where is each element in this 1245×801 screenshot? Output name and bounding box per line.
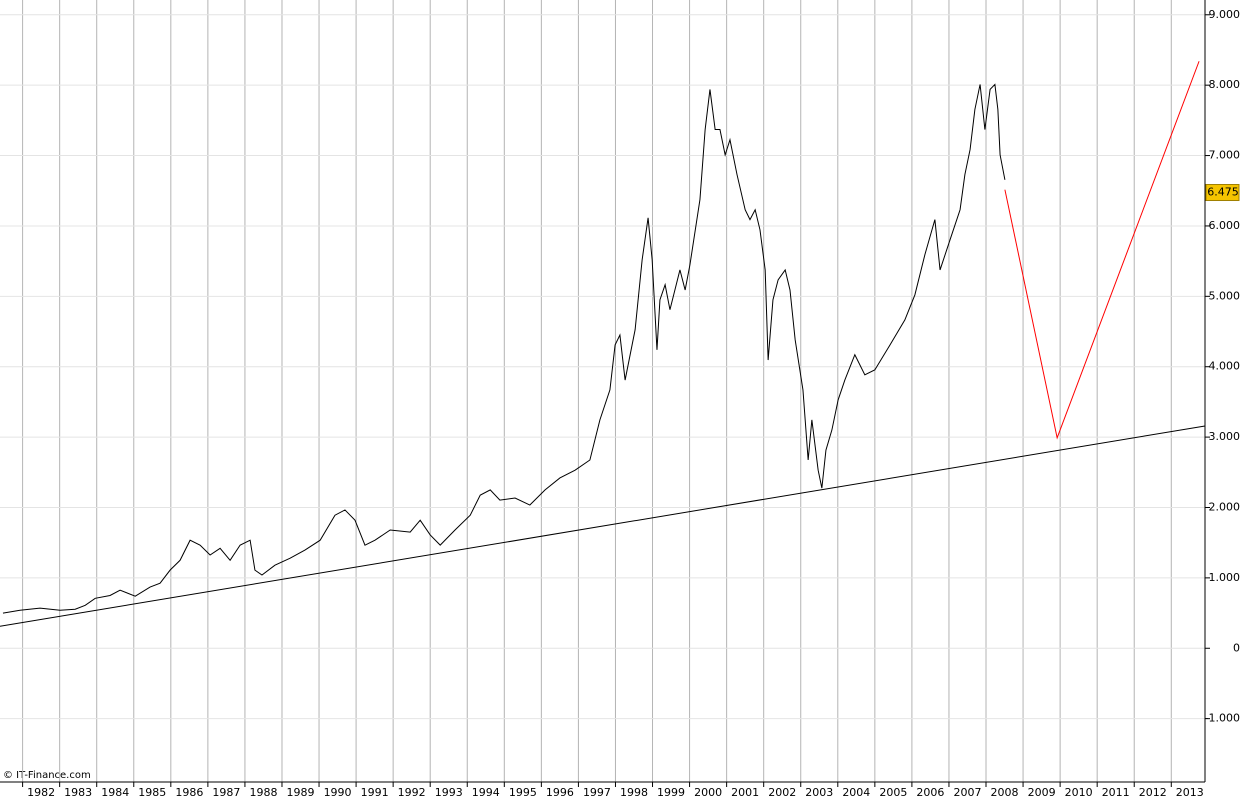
x-tick-label: 2006: [916, 786, 944, 799]
y-tick-label: 8.000: [1209, 78, 1241, 91]
x-tick-label: 1983: [64, 786, 92, 799]
x-tick-label: 1995: [509, 786, 537, 799]
x-tick-label: 2013: [1176, 786, 1204, 799]
last-price-label: 6.475: [1207, 186, 1239, 199]
x-tick-label: 1987: [212, 786, 240, 799]
price-line: [0, 425, 1206, 627]
watermark: © IT-Finance.com: [3, 770, 91, 781]
x-tick-label: 1991: [361, 786, 389, 799]
x-tick-label: 2005: [879, 786, 907, 799]
y-tick-label: -1.000: [1205, 712, 1240, 725]
y-tick-label: 3.000: [1209, 430, 1241, 443]
last-price-tag: [1205, 184, 1240, 202]
x-tick-label: 1996: [546, 786, 574, 799]
x-tick-label: 2001: [731, 786, 759, 799]
x-tick-label: 1999: [657, 786, 685, 799]
x-tick-label: 1985: [138, 786, 166, 799]
x-tick-label: 2011: [1102, 786, 1130, 799]
x-tick-label: 1990: [324, 786, 352, 799]
price-line: [1004, 61, 1200, 440]
x-tick-label: 2002: [768, 786, 796, 799]
x-tick-label: 1998: [620, 786, 648, 799]
x-tick-label: 1992: [398, 786, 426, 799]
x-tick-label: 2012: [1139, 786, 1167, 799]
x-tick-label: 2009: [1028, 786, 1056, 799]
y-tick-label: 7.000: [1209, 149, 1241, 162]
x-tick-label: 1986: [175, 786, 203, 799]
x-tick-label: 2003: [805, 786, 833, 799]
x-tick-label: 1982: [27, 786, 55, 799]
y-tick-label: 4.000: [1209, 360, 1241, 373]
y-tick-label: 1.000: [1209, 571, 1241, 584]
x-tick-label: 1994: [472, 786, 500, 799]
x-tick-label: 1997: [583, 786, 611, 799]
x-tick-label: 2004: [842, 786, 870, 799]
y-tick-label: 5.000: [1209, 289, 1241, 302]
x-tick-label: 2008: [991, 786, 1019, 799]
price-line: [2, 83, 1006, 614]
y-tick-label: 6.000: [1209, 219, 1241, 232]
x-tick-label: 1989: [287, 786, 315, 799]
x-tick-label: 1993: [435, 786, 463, 799]
y-tick-label: 0: [1233, 641, 1240, 654]
x-tick-label: 1984: [101, 786, 129, 799]
x-tick-label: 2000: [694, 786, 722, 799]
x-tick-label: 2007: [953, 786, 981, 799]
x-tick-label: 1988: [249, 786, 277, 799]
y-tick-label: 2.000: [1209, 500, 1241, 513]
y-tick-label: 9.000: [1209, 8, 1241, 21]
x-tick-label: 2010: [1065, 786, 1093, 799]
